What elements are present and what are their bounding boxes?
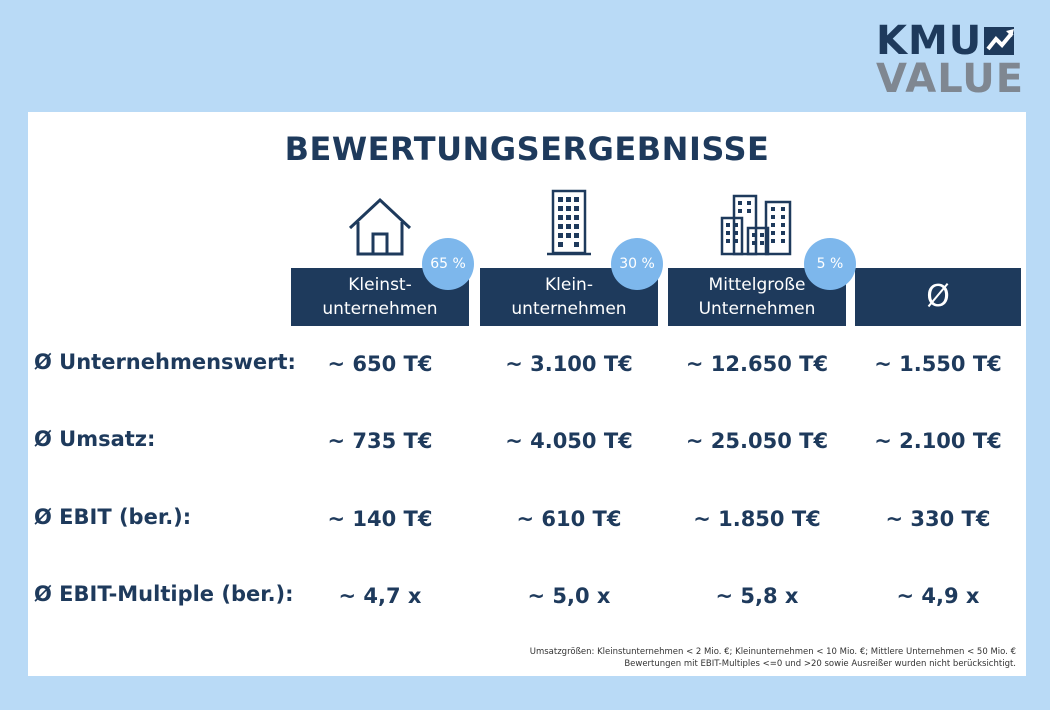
value-unternehmenswert-kleinst: ~ 650 T€ — [327, 352, 433, 376]
share-badge-kleinst: 65 % — [422, 238, 474, 290]
results-card: BEWERTUNGSERGEBNISSE — [28, 112, 1026, 676]
house-icon — [348, 197, 412, 256]
value-unternehmenswert-mittel: ~ 12.650 T€ — [685, 352, 829, 376]
column-header-klein: Klein- unternehmen — [480, 268, 658, 326]
value-umsatz-mittel: ~ 25.050 T€ — [685, 429, 829, 453]
footnote-line-2: Bewertungen mit EBIT-Multiples <=0 und >… — [624, 659, 1016, 669]
share-badge-klein: 30 % — [611, 238, 663, 290]
page-title: BEWERTUNGSERGEBNISSE — [284, 130, 770, 168]
value-ebit-kleinst: ~ 140 T€ — [327, 507, 433, 531]
value-ebit-mittel: ~ 1.850 T€ — [693, 507, 821, 531]
value-ebit-multiple-mittel: ~ 5,8 x — [715, 584, 799, 608]
logo-checkmark-icon — [984, 27, 1015, 55]
value-ebit-klein: ~ 610 T€ — [516, 507, 622, 531]
city-buildings-icon — [720, 194, 792, 256]
row-label-ebit: Ø EBIT (ber.): — [34, 505, 192, 529]
value-unternehmenswert-average: ~ 1.550 T€ — [874, 352, 1002, 376]
kmu-value-logo: KMU VALUE — [876, 18, 1026, 102]
value-umsatz-kleinst: ~ 735 T€ — [327, 429, 433, 453]
value-umsatz-average: ~ 2.100 T€ — [874, 429, 1002, 453]
logo-text-kmu: KMU — [876, 18, 983, 64]
office-building-icon — [547, 189, 591, 256]
column-header-average: Ø — [855, 268, 1021, 326]
column-header-kleinst: Kleinst- unternehmen — [291, 268, 469, 326]
value-ebit-multiple-average: ~ 4,9 x — [896, 584, 980, 608]
footnote: Umsatzgrößen: Kleinstunternehmen < 2 Mio… — [530, 646, 1016, 670]
value-umsatz-klein: ~ 4.050 T€ — [505, 429, 633, 453]
logo-text-value: VALUE — [876, 56, 1025, 102]
value-ebit-multiple-kleinst: ~ 4,7 x — [338, 584, 422, 608]
share-badge-mittel: 5 % — [804, 238, 856, 290]
value-ebit-average: ~ 330 T€ — [885, 507, 991, 531]
footnote-line-1: Umsatzgrößen: Kleinstunternehmen < 2 Mio… — [529, 647, 1016, 657]
value-unternehmenswert-klein: ~ 3.100 T€ — [505, 352, 633, 376]
row-label-umsatz: Ø Umsatz: — [34, 427, 156, 451]
row-label-unternehmenswert: Ø Unternehmenswert: — [34, 350, 296, 374]
value-ebit-multiple-klein: ~ 5,0 x — [527, 584, 611, 608]
row-label-ebit-multiple: Ø EBIT-Multiple (ber.): — [34, 582, 294, 606]
